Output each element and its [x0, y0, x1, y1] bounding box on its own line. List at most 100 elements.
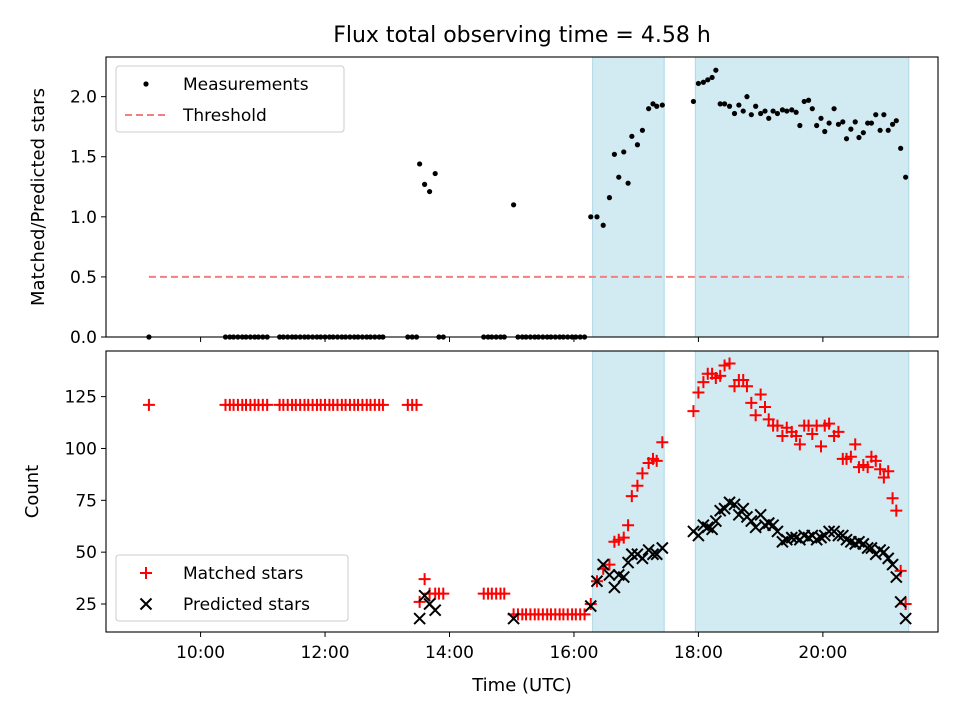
x-axis-label: Time (UTC) [471, 675, 572, 696]
data-point [793, 438, 806, 451]
data-point [776, 430, 789, 443]
data-point [709, 514, 723, 528]
data-point [597, 558, 610, 571]
data-point [797, 122, 803, 129]
x-tick-label: 12:00 [301, 643, 350, 663]
y-tick-label: 0.5 [70, 268, 97, 288]
shaded-interval-2 [694, 56, 910, 338]
data-point [893, 118, 899, 124]
y-tick-label: 1.5 [70, 148, 97, 168]
data-point [611, 151, 618, 157]
data-point [721, 101, 728, 107]
data-point [413, 595, 426, 608]
data-point [766, 115, 772, 121]
data-point [874, 463, 887, 476]
data-point [885, 127, 891, 133]
data-point [636, 467, 649, 480]
shaded-interval-1 [592, 350, 665, 633]
series-matched-stars [142, 357, 912, 621]
legend-label: Predicted stars [183, 595, 310, 615]
data-point [744, 94, 750, 100]
y-tick-label: 25 [75, 595, 97, 615]
data-point [656, 436, 669, 449]
data-point [801, 98, 807, 105]
data-point [822, 525, 836, 538]
data-point [687, 405, 700, 418]
data-point [852, 119, 858, 125]
data-point [762, 413, 775, 426]
data-point [705, 523, 719, 536]
data-point [877, 545, 891, 559]
data-point [261, 398, 274, 411]
data-point [737, 374, 750, 387]
bottom-panel: 25 50 75 100 125 10:00 12:00 14:00 16:00 18:00 20:… [22, 350, 939, 663]
data-point [748, 112, 754, 118]
data-point [606, 195, 613, 201]
legend-marker [143, 81, 149, 87]
y-tick-label: 50 [75, 543, 97, 563]
data-point [903, 174, 909, 180]
x-tick-label: 18:00 [674, 643, 723, 663]
axes-frame [105, 350, 939, 633]
data-point [843, 136, 850, 142]
data-point [622, 519, 635, 532]
data-point [822, 128, 828, 135]
shaded-interval-2 [694, 350, 910, 633]
data-point [758, 110, 764, 117]
data-point [815, 440, 828, 453]
data-point [831, 106, 837, 112]
data-point [646, 106, 652, 112]
data-point [690, 98, 697, 105]
x-tick-label: 16:00 [549, 643, 598, 663]
data-point [376, 398, 389, 411]
data-point [584, 599, 597, 613]
data-point [603, 558, 616, 571]
data-point [617, 570, 630, 584]
x-tick-label: 14:00 [425, 643, 474, 663]
data-point [882, 552, 895, 565]
y-tick-label: 1.0 [70, 208, 97, 228]
data-point [806, 427, 819, 440]
data-point [659, 102, 665, 108]
data-point [705, 77, 711, 83]
data-point [410, 398, 423, 411]
data-point [894, 564, 907, 577]
data-point [417, 161, 423, 167]
data-point [865, 120, 871, 126]
data-point [697, 376, 710, 389]
data-point [507, 612, 520, 625]
data-point [714, 369, 727, 382]
data-point [899, 612, 912, 625]
data-point [616, 174, 622, 180]
data-point [584, 598, 597, 611]
data-point [723, 357, 736, 370]
data-point [510, 202, 517, 208]
data-point [625, 490, 638, 503]
data-point [428, 604, 442, 617]
data-point [873, 112, 879, 118]
data-point [848, 126, 854, 132]
data-point [695, 80, 702, 87]
data-point [625, 548, 639, 561]
data-point [749, 409, 762, 422]
data-point [749, 521, 762, 534]
data-point [890, 570, 903, 584]
data-point [731, 110, 738, 117]
data-point [849, 438, 862, 451]
data-point [881, 112, 887, 118]
data-point [898, 145, 904, 151]
data-point [498, 587, 511, 600]
data-point [639, 127, 646, 133]
chart-title: Flux total observing time = 4.58 h [333, 23, 711, 48]
data-point [779, 107, 786, 113]
y-tick-label: 2.0 [70, 88, 97, 108]
y-axis-label: Count [22, 465, 43, 518]
data-point [861, 461, 874, 474]
data-point [753, 103, 759, 109]
legend-label: Threshold [182, 106, 267, 126]
data-point [877, 471, 890, 484]
data-point [886, 492, 899, 505]
top-panel: 0.0 0.5 1.0 1.5 2.0 Matched/Predicted stars Me… [28, 56, 939, 348]
data-point [422, 181, 428, 187]
